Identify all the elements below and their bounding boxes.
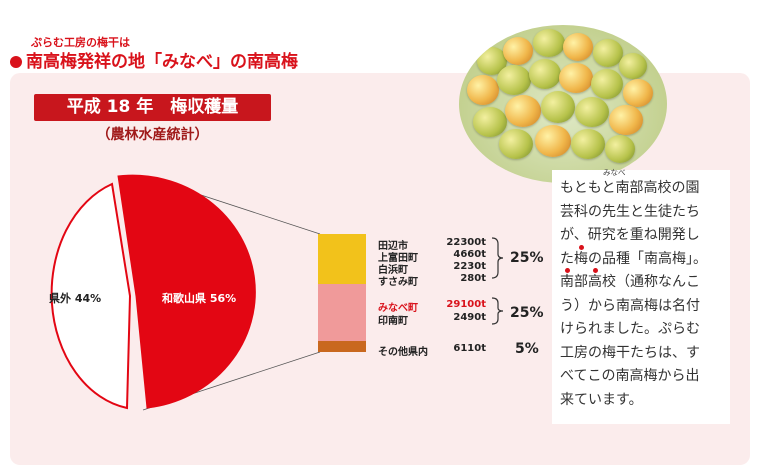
page-title-text: 南高梅発祥の地「みなべ」の南高梅 bbox=[26, 52, 298, 72]
description-box bbox=[552, 170, 730, 424]
bar-label-susami: すさみ町 bbox=[378, 277, 418, 288]
header-kicker: ぷらむ工房の梅干は bbox=[31, 36, 130, 49]
plum-icon bbox=[497, 65, 531, 95]
bar-label-inami: 印南町 bbox=[378, 316, 408, 327]
plum-icon bbox=[563, 33, 593, 61]
text-segment: 校（通称なんこ bbox=[602, 274, 700, 290]
plum-icon bbox=[541, 91, 575, 123]
bar-value-minabe: 29100t bbox=[446, 299, 486, 310]
group3-percent: 5% bbox=[515, 341, 539, 357]
plum-icon bbox=[559, 63, 593, 93]
plum-icon bbox=[535, 125, 571, 157]
pie-slice-outside bbox=[50, 182, 132, 410]
description-text: もともと南部高校の園 芸科の先生と生徒たち が、研究を重ね開発し た梅の品種「南… bbox=[560, 177, 732, 412]
brace-group1 bbox=[491, 237, 504, 279]
emphasis-dot-icon bbox=[564, 268, 570, 273]
plum-icon bbox=[605, 135, 635, 163]
bar-value-inami: 2490t bbox=[453, 312, 486, 323]
description-line: 来ています。 bbox=[560, 391, 643, 408]
text-segment: 高 bbox=[588, 274, 602, 290]
bar-value-susami: 280t bbox=[460, 273, 486, 284]
text-segment: 部 bbox=[574, 274, 588, 290]
bar-label-other: その他県内 bbox=[378, 347, 428, 358]
ume-plums-photo bbox=[459, 25, 667, 183]
pie-label-wakayama: 和歌山県 56% bbox=[162, 292, 237, 305]
text-segment: 南 bbox=[560, 274, 574, 290]
plum-icon bbox=[503, 37, 533, 65]
description-line: う）から南高梅は名付 bbox=[560, 297, 700, 314]
bar-segment-group1 bbox=[318, 234, 366, 284]
description-line: べてこの南高梅から出 bbox=[560, 368, 700, 384]
group1-percent: 25% bbox=[510, 250, 544, 266]
text-segment: 梅 bbox=[574, 250, 588, 267]
ruby-minabe: みなべ bbox=[603, 168, 626, 177]
chart-subtitle: （農林水産統計） bbox=[96, 127, 209, 143]
plum-icon bbox=[619, 53, 647, 79]
plum-icon bbox=[575, 97, 609, 127]
bar-value-other: 6110t bbox=[453, 343, 486, 354]
bar-value-tanabe: 22300t bbox=[446, 237, 486, 248]
plum-icon bbox=[473, 107, 507, 137]
group2-percent: 25% bbox=[510, 305, 544, 321]
emphasis-char: 南 bbox=[560, 268, 574, 295]
bar-label-tanabe: 田辺市 bbox=[378, 241, 408, 252]
emphasis-dot-icon bbox=[592, 268, 598, 273]
pie-slice-wakayama bbox=[117, 174, 256, 409]
plum-icon bbox=[499, 129, 533, 159]
plum-icon bbox=[529, 59, 561, 89]
bar-value-kamitonda: 4660t bbox=[453, 249, 486, 260]
plum-icon bbox=[591, 69, 623, 99]
page-title: 南高梅発祥の地「みなべ」の南高梅 bbox=[10, 47, 298, 72]
plum-icon bbox=[505, 95, 541, 127]
bar-segment-group2 bbox=[318, 284, 366, 341]
description-line: 南部 高校（通称なんこ bbox=[560, 268, 732, 295]
description-line: 工房の梅干たちは、す bbox=[560, 344, 700, 361]
bar-label-minabe: みなべ町 bbox=[378, 303, 418, 314]
description-line: もともと南部高校の園 bbox=[560, 180, 700, 196]
description-line: けられました。ぷらむ bbox=[560, 321, 700, 337]
emphasis-dot-icon bbox=[578, 244, 584, 250]
plum-icon bbox=[571, 129, 605, 159]
description-line: 芸科の先生と生徒たち bbox=[560, 203, 700, 220]
pie-label-outside: 県外 44% bbox=[49, 292, 102, 305]
emphasis-char: 梅 bbox=[574, 244, 588, 272]
plum-icon bbox=[467, 75, 499, 105]
bullet-dot-icon bbox=[10, 56, 22, 68]
description-line: が、研究を重ね開発し bbox=[560, 227, 700, 243]
plum-icon bbox=[593, 39, 623, 67]
bar-label-kamitonda: 上富田町 bbox=[378, 253, 418, 264]
plum-icon bbox=[609, 105, 643, 135]
text-segment: た bbox=[560, 250, 574, 267]
bar-segment-group3 bbox=[318, 341, 366, 352]
emphasis-char: 高 bbox=[588, 268, 602, 295]
plum-icon bbox=[623, 79, 653, 107]
brace-group2 bbox=[491, 297, 504, 325]
plum-icon bbox=[533, 29, 565, 57]
bar-value-shirahama: 2230t bbox=[453, 261, 486, 272]
chart-title: 平成 18 年 梅収穫量 bbox=[34, 94, 271, 121]
text-segment: の品種「南高梅」。 bbox=[588, 250, 707, 267]
description-line: た梅の品種「南高梅」。 bbox=[560, 244, 732, 272]
bar-label-shirahama: 白浜町 bbox=[378, 265, 408, 276]
